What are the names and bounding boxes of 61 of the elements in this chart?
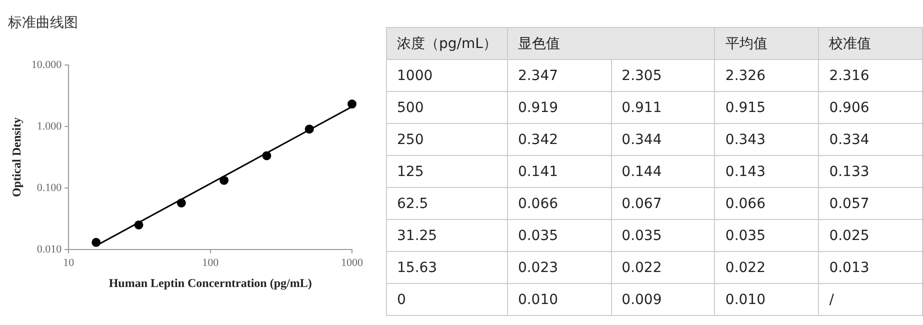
x-tick-label: 1000 (341, 256, 364, 269)
data-label: / (818, 284, 922, 316)
data-label: 0.066 (507, 188, 612, 220)
data-label: 0.022 (714, 252, 819, 284)
data-label: 0.066 (714, 188, 819, 220)
data-label: 0.919 (507, 92, 612, 124)
y-tick-label: 1.000 (36, 120, 62, 132)
data-label: 0.911 (611, 92, 715, 124)
data-label: 0.013 (818, 252, 922, 284)
data-label: 2.326 (714, 60, 819, 92)
data-label: 0.915 (714, 92, 819, 124)
data-label: 0.334 (818, 124, 922, 156)
data-label: 0.010 (714, 284, 819, 316)
category-label: 125 (386, 156, 508, 188)
category-label: 31.25 (386, 220, 508, 252)
data-label: 2.305 (611, 60, 715, 92)
y-tick-label: 0.100 (36, 182, 62, 194)
category-label: 15.63 (386, 252, 508, 284)
chart-title: 标准曲线图 (8, 14, 78, 32)
category-label: 0 (386, 284, 508, 316)
point (176, 198, 186, 208)
text: 浓度（pg/mL） (386, 28, 508, 60)
data-label: 0.141 (507, 156, 612, 188)
data-label: 0.143 (714, 156, 819, 188)
text: 平均值 (714, 28, 819, 60)
point (262, 151, 272, 160)
data-label: 0.344 (611, 124, 715, 156)
data-label: 0.067 (611, 188, 715, 220)
data-label: 0.133 (818, 156, 922, 188)
data-label: 0.035 (611, 220, 715, 252)
point (134, 220, 144, 230)
data-label: 0.009 (611, 284, 715, 316)
data-label: 0.144 (611, 156, 715, 188)
data-label: 0.906 (818, 92, 922, 124)
point (304, 124, 314, 134)
data-label: 0.342 (507, 124, 612, 156)
point (92, 238, 101, 247)
data-label: 0.022 (611, 252, 715, 284)
x-axis-title: Human Leptin Concerntration (pg/mL) (108, 276, 312, 290)
data-label: 0.025 (818, 220, 922, 252)
y-tick-label: 10.000 (31, 58, 62, 71)
category-label: 250 (386, 124, 508, 156)
category-label: 1000 (386, 60, 508, 92)
data-label: 0.057 (818, 188, 922, 220)
text: 显色值 (507, 28, 715, 60)
x-tick-label: 10 (63, 256, 75, 269)
data-label: 0.035 (714, 220, 819, 252)
point (348, 100, 356, 109)
category-label: 500 (386, 92, 508, 124)
data-label: 0.343 (714, 124, 819, 156)
category-label: 62.5 (386, 188, 508, 220)
data-label: 0.035 (507, 220, 612, 252)
y-axis-title: Optical Density (9, 117, 24, 198)
data-label: 2.347 (507, 60, 612, 92)
data-label: 2.316 (818, 60, 922, 92)
data-label: 0.010 (507, 284, 612, 316)
text: 校准值 (818, 28, 922, 60)
y-tick-label: 0.010 (36, 243, 62, 256)
data-label: 0.023 (507, 252, 612, 284)
x-tick-label: 100 (202, 256, 220, 269)
point (220, 176, 229, 185)
